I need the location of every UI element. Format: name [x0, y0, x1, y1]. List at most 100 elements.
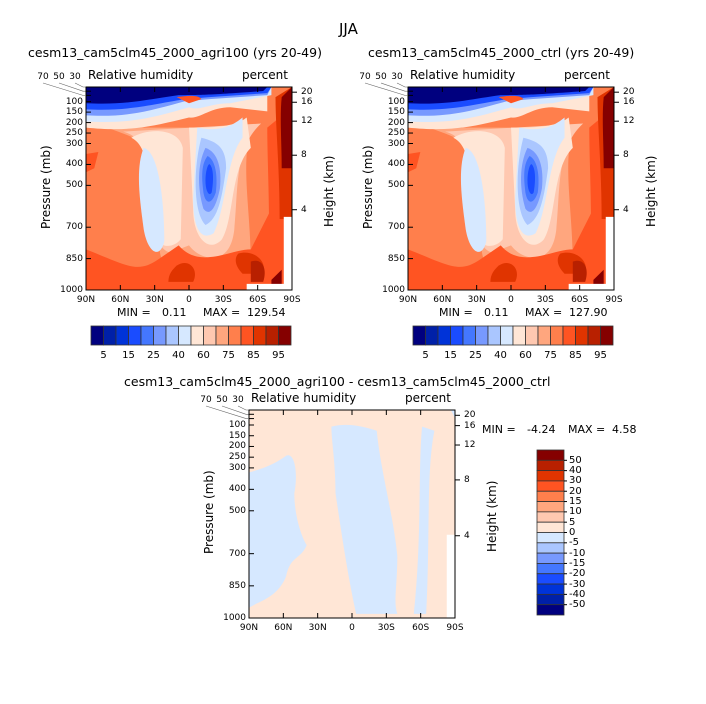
min-value: 0.11	[484, 306, 509, 319]
colorbar-label: 95	[594, 350, 607, 361]
colorbar-label: 5	[100, 350, 107, 361]
colorbar-box	[536, 583, 565, 595]
y-tick-label: 700	[228, 548, 246, 559]
y-tick-label: 700	[65, 222, 83, 233]
colorbar-label: 40	[172, 350, 185, 361]
y-tick-label: 150	[387, 107, 405, 118]
y-tick-label: 400	[65, 159, 83, 170]
y-right-tick-label: 20	[623, 87, 635, 98]
x-tick-label: 60S	[412, 623, 430, 633]
colorbar-label: 85	[569, 350, 582, 361]
colorbar-box	[536, 511, 565, 523]
x-tick-label: 30N	[467, 295, 486, 305]
contour-region	[246, 283, 292, 290]
colorbar-box	[536, 490, 565, 502]
colorbar-box	[475, 325, 489, 346]
y-tick-label: 1000	[223, 613, 246, 623]
colorbar-label: 40	[494, 350, 507, 361]
y-axis-label: Pressure (mb)	[361, 144, 375, 229]
x-tick-label: 90N	[76, 295, 96, 305]
y-right-tick-label: 4	[301, 204, 307, 215]
y-tick-label: 400	[387, 159, 405, 170]
x-tick-label: 90N	[239, 623, 259, 633]
colorbar-label: 75	[222, 350, 235, 361]
min-value: -4.24	[527, 423, 556, 436]
colorbar-box	[536, 593, 565, 606]
y-right-tick-label: 12	[464, 440, 476, 451]
y-tick-label: 250	[387, 128, 405, 139]
colorbar-label: 30	[569, 475, 582, 487]
right-string: percent	[564, 68, 610, 82]
y-tick-label: 30	[69, 72, 81, 82]
y-tick-label: 300	[387, 138, 405, 149]
y-axis-label: Pressure (mb)	[39, 144, 53, 229]
colorbar-box	[536, 459, 565, 472]
colorbar-label: -10	[569, 547, 586, 559]
y-tick-label: 30	[391, 72, 403, 82]
colorbar-box	[178, 325, 192, 346]
y-tick-label: 500	[228, 505, 246, 516]
y-tick-label: 150	[65, 107, 83, 118]
contour-field	[86, 87, 292, 290]
x-tick-label: 30N	[308, 623, 327, 633]
colorbar-box	[128, 325, 142, 346]
panel-title: cesm13_cam5clm45_2000_agri100 (yrs 20-49…	[28, 45, 322, 60]
colorbar-box	[536, 449, 565, 461]
colorbar-label: 15	[569, 496, 582, 508]
y-tick-label: 30	[232, 395, 244, 405]
contour-region	[283, 216, 292, 290]
panel-title: cesm13_cam5clm45_2000_ctrl (yrs 20-49)	[368, 45, 635, 60]
colorbar-box	[412, 325, 426, 346]
colorbar-box	[487, 325, 501, 346]
y-right-tick-label: 20	[301, 87, 313, 98]
colorbar-label: -50	[569, 599, 586, 611]
y-tick-leader	[364, 82, 408, 96]
y-tick-label: 500	[65, 180, 83, 191]
colorbar-box	[512, 325, 526, 346]
x-tick-label: 90S	[283, 295, 301, 305]
colorbar-box	[203, 325, 217, 346]
y-axis-label: Pressure (mb)	[202, 470, 216, 554]
colorbar-box	[562, 325, 576, 346]
y-right-tick-label: 4	[464, 530, 470, 541]
y-right-tick-label: 16	[623, 97, 635, 108]
colorbar-label: 25	[147, 350, 160, 361]
y-tick-label: 200	[387, 117, 405, 128]
colorbar-box	[536, 521, 565, 533]
colorbar-label: 15	[444, 350, 457, 361]
y-right-tick-label: 8	[623, 150, 629, 161]
colorbar-box	[278, 325, 292, 346]
y-tick-label: 850	[65, 253, 83, 264]
x-tick-label: 90N	[398, 295, 418, 305]
colorbar-box	[450, 325, 464, 346]
colorbar-label: 20	[569, 485, 582, 497]
y-tick-leader	[396, 82, 408, 88]
colorbar-box	[600, 325, 614, 346]
colorbar-label: -5	[569, 537, 579, 549]
colorbar-box	[536, 532, 565, 544]
y-tick-leader	[58, 82, 86, 92]
colorbar-box	[165, 325, 179, 346]
colorbar-box	[115, 325, 129, 346]
contour-region	[446, 534, 455, 618]
colorbar-box	[536, 542, 565, 554]
y-tick-label: 1000	[382, 285, 405, 295]
y-tick-leader	[221, 405, 249, 415]
colorbar-label: 5	[422, 350, 429, 361]
y-tick-label: 100	[65, 96, 83, 107]
colorbar-label: 50	[569, 454, 582, 466]
y-tick-leader	[205, 405, 249, 419]
colorbar-label: -30	[569, 578, 586, 590]
y-right-axis-label: Height (km)	[322, 155, 336, 227]
y-right-tick-label: 8	[301, 150, 307, 161]
colorbar-box	[215, 325, 229, 346]
left-string: Relative humidity	[410, 68, 516, 82]
y-right-tick-label: 12	[301, 116, 313, 127]
min-label: MIN =	[482, 423, 516, 436]
colorbar-box	[425, 325, 439, 346]
y-tick-label: 50	[375, 72, 387, 82]
y-tick-label: 100	[387, 96, 405, 107]
y-tick-label: 250	[65, 128, 83, 139]
colorbar-box	[537, 325, 551, 346]
contour-region	[605, 216, 614, 290]
